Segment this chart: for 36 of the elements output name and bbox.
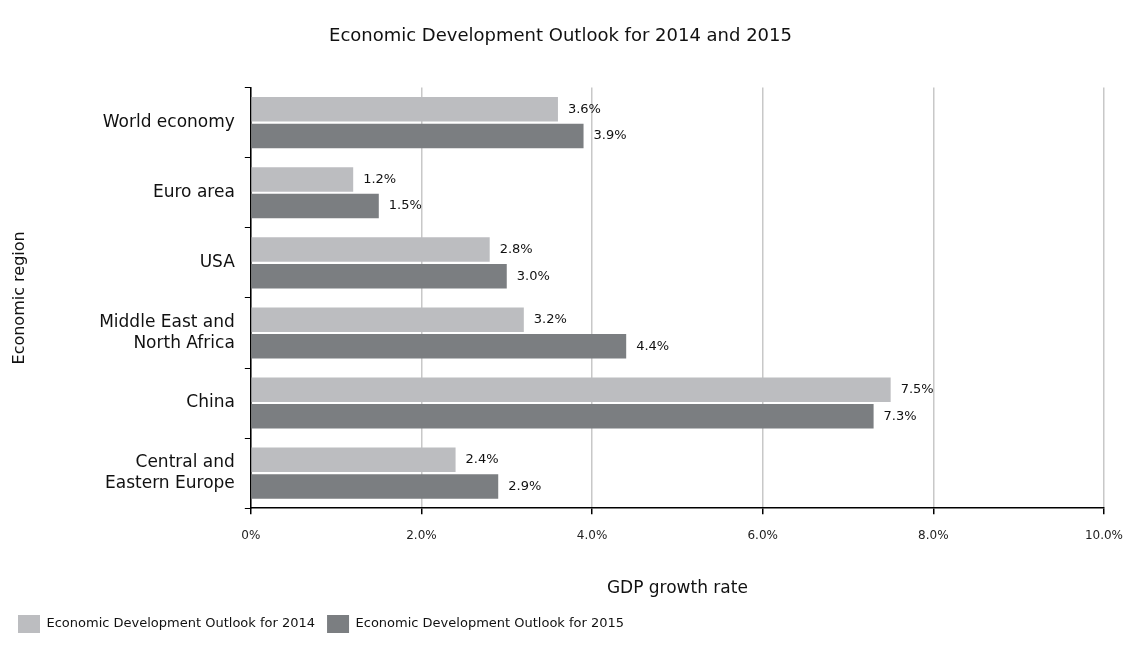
x-tick-label: 2.0% [406, 527, 437, 542]
data-label: 2.8% [499, 240, 533, 256]
x-axis-title: GDP growth rate [606, 577, 748, 598]
y-axis-title: Economic region [8, 231, 28, 365]
y-tick-label: Middle East and North Africa [99, 311, 235, 352]
chart-title: Economic Development Outlook for 2014 and 2015 [329, 24, 792, 46]
y-tick-label: USA [199, 251, 236, 272]
data-label: 3.9% [593, 127, 627, 143]
x-tick-label: 0% [241, 527, 261, 542]
bar [251, 123, 584, 149]
bar [251, 404, 874, 429]
data-label: 3.0% [516, 267, 550, 283]
data-label: 2.9% [508, 477, 542, 493]
y-tick-label: Central and Eastern Europe [105, 451, 235, 492]
x-tick-label: 4.0% [576, 527, 608, 542]
legend-label: Economic Development Outlook for 2015 [355, 615, 625, 631]
bar [251, 474, 499, 499]
y-tick-label: Euro area [152, 181, 235, 202]
data-label: 4.4% [636, 337, 670, 353]
x-tick-label: 10.0% [1084, 527, 1123, 542]
data-label: 3.2% [533, 311, 567, 327]
data-label: 2.4% [465, 451, 499, 467]
x-tick-label: 6.0% [747, 527, 778, 542]
y-tick-label: China [186, 391, 235, 412]
y-tick-label: World economy [102, 111, 235, 132]
data-label: 1.5% [388, 197, 422, 213]
bar [251, 167, 354, 192]
bar [251, 334, 627, 359]
data-label: 1.2% [363, 170, 397, 186]
x-tick-label: 8.0% [918, 527, 949, 542]
data-label: 7.5% [900, 381, 934, 397]
legend-label: Economic Development Outlook for 2014 [46, 615, 316, 631]
data-label: 7.3% [883, 407, 917, 423]
bar [251, 193, 379, 219]
bar [251, 263, 507, 289]
data-label: 3.6% [567, 100, 601, 116]
